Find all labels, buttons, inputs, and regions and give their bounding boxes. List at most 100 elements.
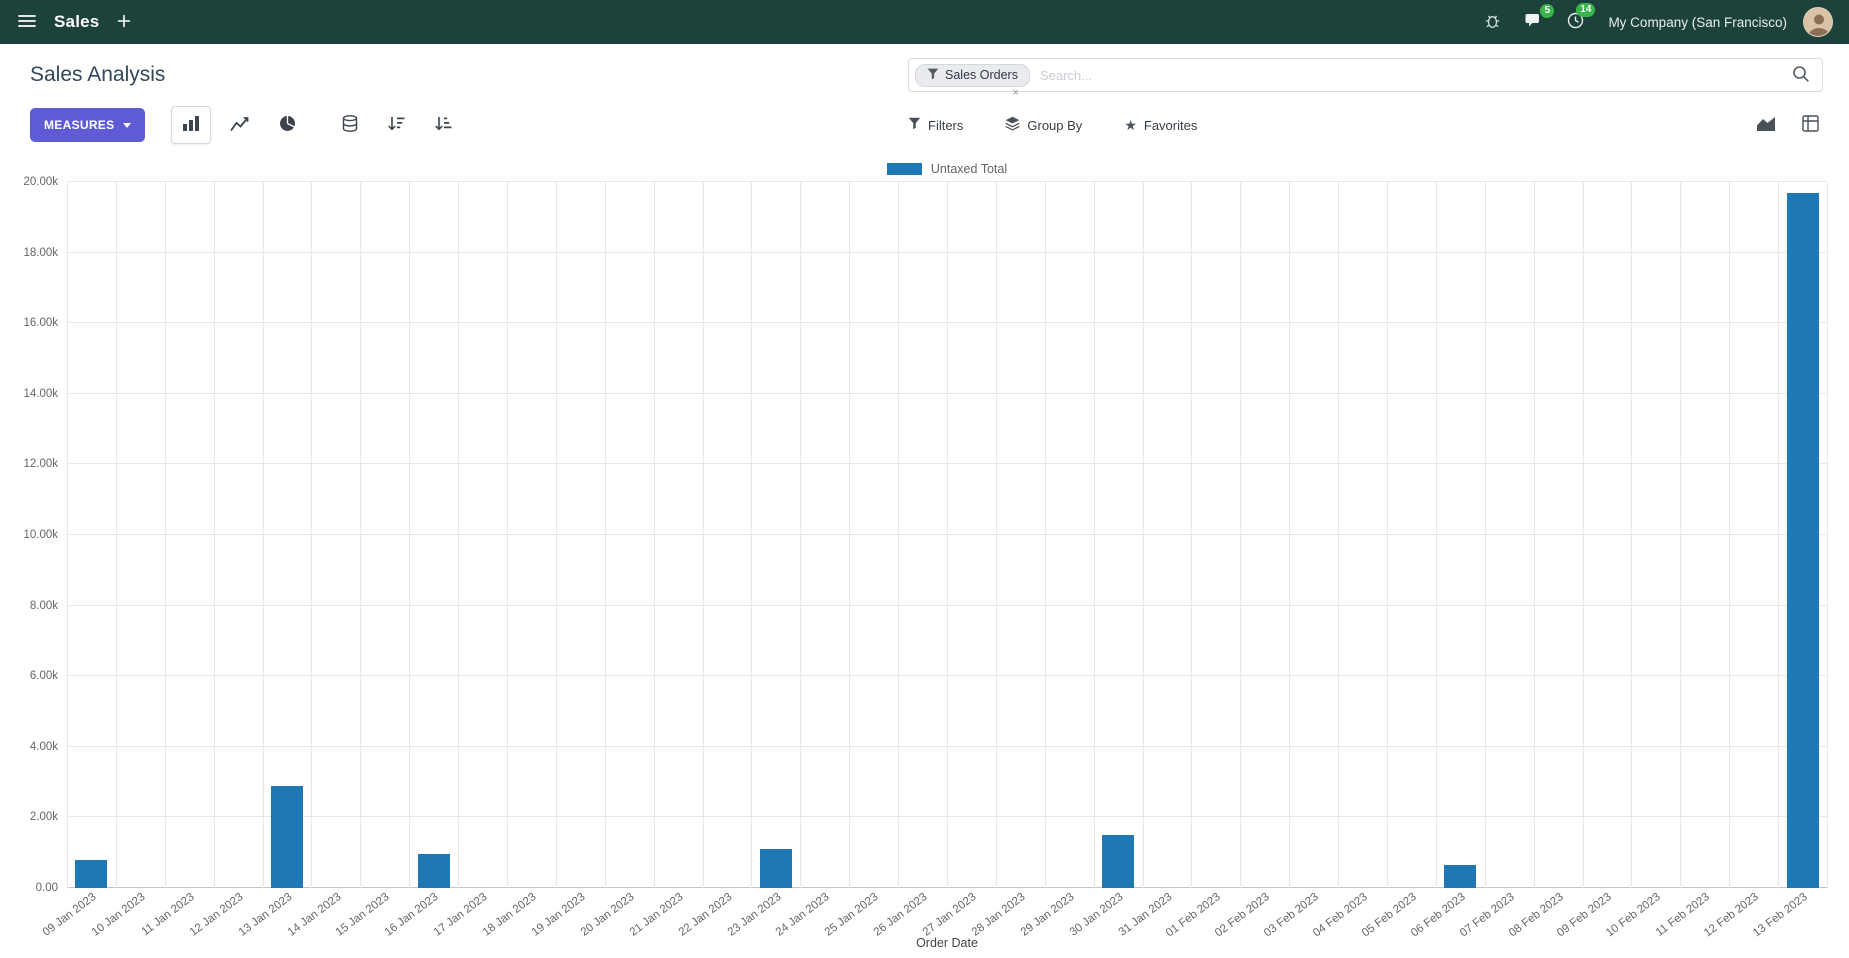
chart-bar[interactable] [75,859,108,888]
pivot-view-button[interactable] [1798,111,1823,139]
v-gridline [1680,182,1682,888]
y-tick-label: 8.00k [29,599,58,612]
plus-icon [117,14,131,31]
y-tick-label: 0.00 [35,882,58,894]
v-gridline [262,182,264,888]
y-tick-label: 20.00k [23,176,58,188]
v-gridline [1191,182,1193,888]
v-gridline [115,182,117,888]
v-gridline [1827,182,1828,888]
measures-button[interactable]: MEASURES [30,108,146,142]
x-tick-label: 21 Jan 2023 [627,891,686,939]
search-input[interactable] [1029,67,1788,83]
v-gridline [1582,182,1584,888]
v-gridline [1435,182,1437,888]
hamburger-icon [18,14,36,31]
stacked-toggle-button[interactable] [331,106,369,144]
v-gridline [1533,182,1535,888]
graph-view-button[interactable] [1752,112,1780,139]
chart-bar[interactable] [1786,192,1819,888]
x-tick-label: 11 Jan 2023 [139,891,197,939]
measures-label: MEASURES [44,118,115,132]
x-tick-label: 12 Jan 2023 [187,891,246,939]
graph-toolbar: MEASURES [30,106,878,144]
search-facet-sales-orders[interactable]: Sales Orders × [915,63,1030,98]
new-tab-button[interactable] [113,10,135,35]
y-tick-label: 10.00k [23,529,58,541]
messages-button[interactable]: 5 [1521,3,1555,36]
x-axis-title: Order Date [916,936,978,950]
graph-view: Untaxed Total 0.00 2.00k 4.00k 6.00k 8.00k 10… [0,148,1849,950]
x-tick-label: 26 Jan 2023 [871,891,930,939]
y-axis: 0.00 2.00k 4.00k 6.00k 8.00k 10.00k 12.00k 14.0… [0,176,67,894]
y-tick-label: 18.00k [23,246,58,259]
search-submit-button[interactable] [1788,61,1814,90]
user-avatar[interactable] [1803,7,1833,37]
stacked-database-icon [342,115,358,135]
debug-button[interactable] [1480,8,1505,36]
group-by-dropdown[interactable]: Group By [1005,116,1082,134]
pie-chart-mode-button[interactable] [268,106,307,144]
clock-icon [1567,12,1584,32]
v-gridline [702,182,704,888]
y-tick-label: 2.00k [29,811,58,824]
chart-bar[interactable] [1102,835,1135,888]
x-tick-label: 20 Jan 2023 [578,891,637,939]
v-gridline [1142,182,1144,888]
chart-bar[interactable] [759,849,792,888]
v-gridline [1387,182,1388,888]
v-gridline [164,182,166,888]
sort-descending-button[interactable] [377,107,416,144]
v-gridline [898,182,900,888]
chart-bar[interactable] [1444,865,1477,888]
chevron-down-icon [123,122,132,128]
x-tick-label: 10 Feb 2023 [1604,891,1664,940]
bar-chart-mode-button[interactable] [171,106,212,144]
y-tick-label: 4.00k [29,740,58,753]
top-navbar: Sales 5 14 M [0,0,1849,44]
v-gridline [653,182,655,888]
group-by-label: Group By [1027,117,1083,133]
app-name[interactable]: Sales [54,12,100,31]
v-gridline [751,182,753,888]
x-tick-label: 17 Jan 2023 [431,891,490,939]
search-facet-label: Sales Orders [945,68,1018,82]
v-gridline [1338,182,1340,888]
x-axis: 09 Jan 2023 10 Jan 2023 11 Jan 2023 12 Jan … [41,888,1827,940]
chart-legend[interactable]: Untaxed Total [67,156,1827,182]
v-gridline [1631,182,1633,888]
filters-dropdown[interactable]: Filters [908,117,963,133]
chart-bar[interactable] [417,854,450,888]
sort-ascending-button[interactable] [424,107,463,144]
x-tick-label: 13 Jan 2023 [236,891,295,939]
x-tick-label: 29 Jan 2023 [1018,891,1077,939]
bar-chart-icon [182,115,200,135]
apps-menu-button[interactable] [14,10,40,35]
funnel-icon [908,117,921,133]
page-title: Sales Analysis [30,63,166,86]
x-tick-label: 10 Jan 2023 [89,891,148,939]
v-gridline [458,182,460,888]
star-icon: ★ [1124,117,1137,133]
search-bar[interactable]: Sales Orders × [908,58,1823,98]
x-tick-label: 19 Jan 2023 [529,891,588,939]
v-gridline [995,182,997,888]
x-tick-label: 14 Jan 2023 [285,891,344,939]
v-gridline [849,182,851,888]
x-tick-label: 24 Jan 2023 [774,891,832,939]
v-gridline [409,182,411,888]
v-gridline [1484,182,1486,888]
company-name[interactable]: My Company (San Francisco) [1608,14,1787,30]
layers-icon [1005,116,1021,134]
favorites-label: Favorites [1143,117,1198,133]
filters-label: Filters [928,117,964,133]
facet-remove-button[interactable]: × [1012,86,1019,99]
x-tick-label: 30 Jan 2023 [1067,891,1126,939]
line-chart-mode-button[interactable] [219,107,260,144]
activities-button[interactable]: 14 [1563,3,1596,36]
chart-bar[interactable] [271,785,303,888]
v-gridline [360,182,362,888]
v-gridline [1044,182,1046,888]
view-switcher [1752,111,1823,139]
favorites-dropdown[interactable]: ★ Favorites [1124,118,1197,133]
